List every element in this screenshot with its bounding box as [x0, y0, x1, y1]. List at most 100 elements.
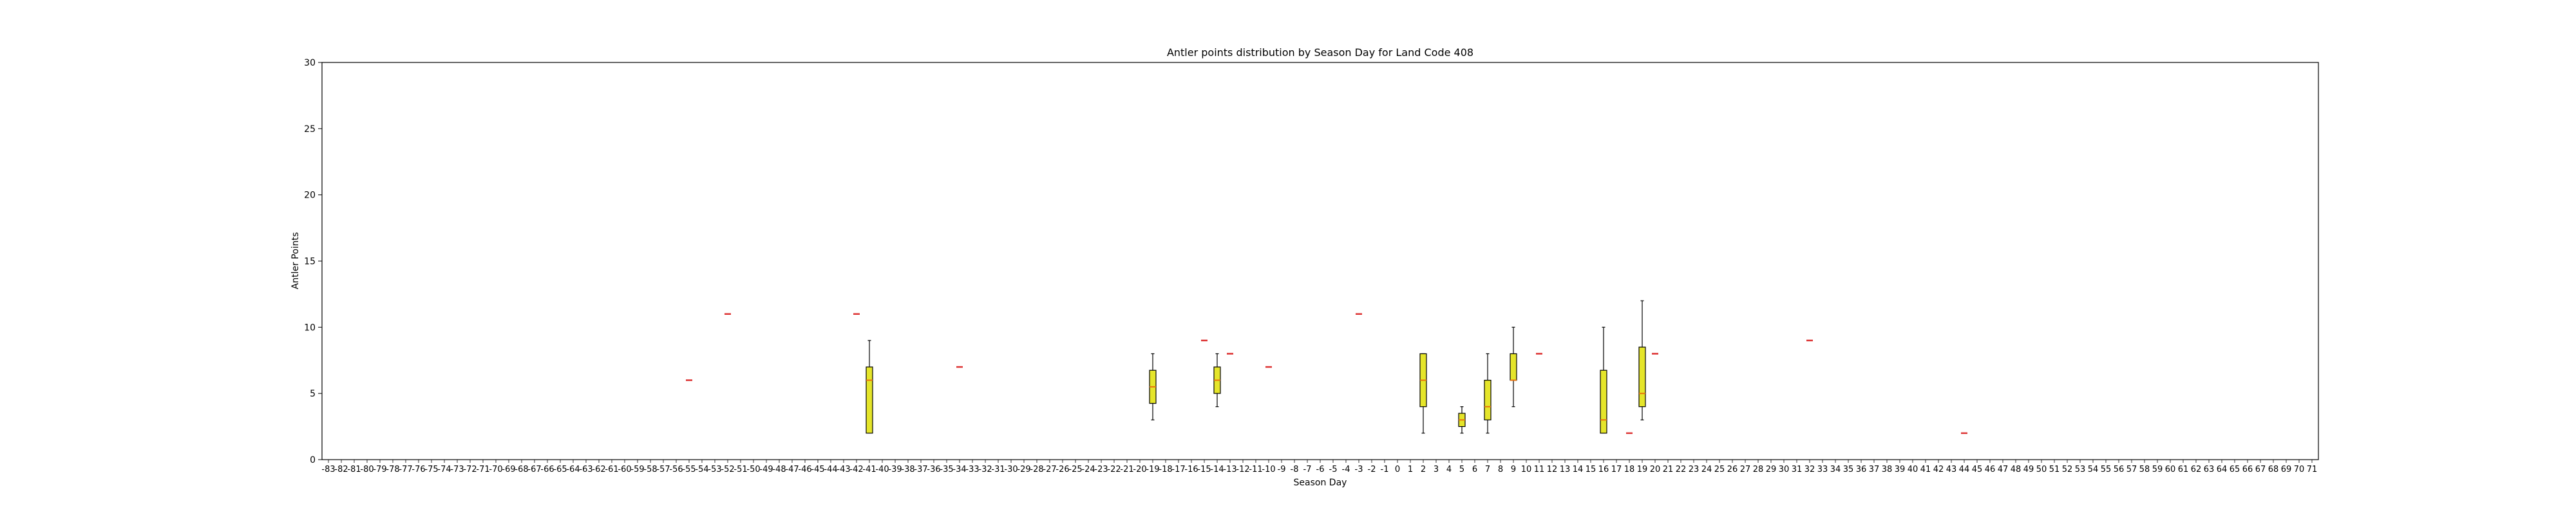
x-tick-label: -10 [1262, 465, 1275, 474]
box [1484, 379, 1492, 420]
x-tick-label: -13 [1223, 465, 1236, 474]
x-tick-label: 43 [1946, 465, 1957, 474]
x-tick-label: 61 [2178, 465, 2189, 474]
x-tick-label: 13 [1560, 465, 1571, 474]
x-tick-label: -12 [1236, 465, 1249, 474]
x-tick-label: 29 [1766, 465, 1777, 474]
x-tick-label: -80 [360, 465, 374, 474]
x-tick-label: 15 [1586, 465, 1596, 474]
single-point-series [686, 313, 1967, 435]
x-tick-label: 49 [2023, 465, 2034, 474]
x-tick-label: 11 [1534, 465, 1545, 474]
x-tick-label: -75 [424, 465, 438, 474]
x-tick-label: -66 [540, 465, 554, 474]
x-tick-label: 60 [2165, 465, 2176, 474]
x-tick-label: -21 [1120, 465, 1133, 474]
x-tick-label: -50 [746, 465, 760, 474]
box-plot [1638, 300, 1646, 420]
x-tick-label: 8 [1498, 465, 1503, 474]
x-tick-label: -47 [785, 465, 799, 474]
x-tick-label: 53 [2075, 465, 2086, 474]
x-tick-label: -69 [502, 465, 515, 474]
x-tick-label: 22 [1676, 465, 1687, 474]
x-tick-label: -28 [1030, 465, 1043, 474]
x-tick-label: 56 [2114, 465, 2125, 474]
x-tick-label: -14 [1210, 465, 1224, 474]
x-tick-label: 7 [1485, 465, 1490, 474]
x-tick-label: -11 [1249, 465, 1262, 474]
x-tick-label: -35 [940, 465, 953, 474]
x-tick-label: 47 [1998, 465, 2009, 474]
x-tick-label: -9 [1278, 465, 1286, 474]
x-tick-label: -6 [1316, 465, 1325, 474]
x-tick-label: 4 [1446, 465, 1452, 474]
x-tick-label: 21 [1663, 465, 1674, 474]
x-tick-label: -20 [1133, 465, 1146, 474]
x-tick-label: 42 [1933, 465, 1944, 474]
x-tick-label: 66 [2242, 465, 2253, 474]
x-tick-label: -65 [553, 465, 567, 474]
x-tick-label: 31 [1792, 465, 1803, 474]
x-tick-label: -63 [579, 465, 592, 474]
y-axis: 0 5 10 15 20 25 30 [304, 58, 322, 465]
x-tick-label: 10 [1521, 465, 1532, 474]
x-tick-label: -24 [1081, 465, 1095, 474]
x-axis-label: Season Day [1294, 478, 1347, 488]
x-tick-label: 2 [1421, 465, 1426, 474]
x-tick-label: -2 [1368, 465, 1376, 474]
x-tick-label: -23 [1094, 465, 1108, 474]
x-tick-label: -39 [888, 465, 902, 474]
box-plot [1484, 353, 1492, 434]
box-plot [1419, 353, 1427, 434]
chart-title: Antler points distribution by Season Day… [1167, 46, 1473, 59]
box [1638, 346, 1646, 407]
x-tick-label: 48 [2011, 465, 2022, 474]
x-tick-label: 19 [1637, 465, 1648, 474]
x-tick-label: -55 [682, 465, 696, 474]
y-tick-label: 25 [304, 124, 316, 135]
x-tick-label: 1 [1408, 465, 1413, 474]
x-tick-label: -59 [630, 465, 644, 474]
x-tick-label: -77 [399, 465, 412, 474]
x-tick-label: -27 [1043, 465, 1056, 474]
x-tick-label: 20 [1650, 465, 1661, 474]
x-tick-label: 33 [1817, 465, 1828, 474]
x-tick-label: 44 [1959, 465, 1970, 474]
x-tick-label: 71 [2307, 465, 2318, 474]
box-plot [1149, 353, 1157, 420]
x-tick-label: 5 [1459, 465, 1464, 474]
x-tick-label: -25 [1068, 465, 1082, 474]
x-tick-label: -26 [1056, 465, 1069, 474]
x-tick-label: -71 [476, 465, 489, 474]
x-tick-label: -40 [875, 465, 889, 474]
y-tick-label: 20 [304, 191, 316, 201]
x-tick-label: -52 [721, 465, 734, 474]
x-tick-label: 18 [1624, 465, 1635, 474]
y-tick-label: 10 [304, 323, 316, 333]
x-tick-label: -5 [1329, 465, 1338, 474]
box-plot [1458, 406, 1466, 434]
x-tick-label: -74 [437, 465, 451, 474]
x-tick-label: 35 [1843, 465, 1854, 474]
x-tick-label: 40 [1908, 465, 1918, 474]
x-tick-label: 64 [2217, 465, 2228, 474]
x-tick-label: -73 [450, 465, 464, 474]
x-tick-label: 46 [1985, 465, 1996, 474]
x-tick-label: 36 [1856, 465, 1867, 474]
x-tick-label: -16 [1184, 465, 1198, 474]
x-tick-label: 25 [1714, 465, 1725, 474]
x-tick-label: -38 [901, 465, 914, 474]
x-tick-label: 24 [1701, 465, 1712, 474]
x-tick-label: -78 [386, 465, 399, 474]
x-tick-label: 0 [1395, 465, 1400, 474]
x-tick-label: -67 [527, 465, 541, 474]
x-tick-label: 58 [2139, 465, 2150, 474]
x-tick-label: 59 [2152, 465, 2163, 474]
y-tick-label: 0 [310, 455, 316, 465]
x-tick-label: 3 [1434, 465, 1439, 474]
x-tick-label: -79 [373, 465, 386, 474]
x-tick-label: 39 [1895, 465, 1906, 474]
x-tick-label: 28 [1753, 465, 1764, 474]
x-tick-label: -22 [1107, 465, 1121, 474]
